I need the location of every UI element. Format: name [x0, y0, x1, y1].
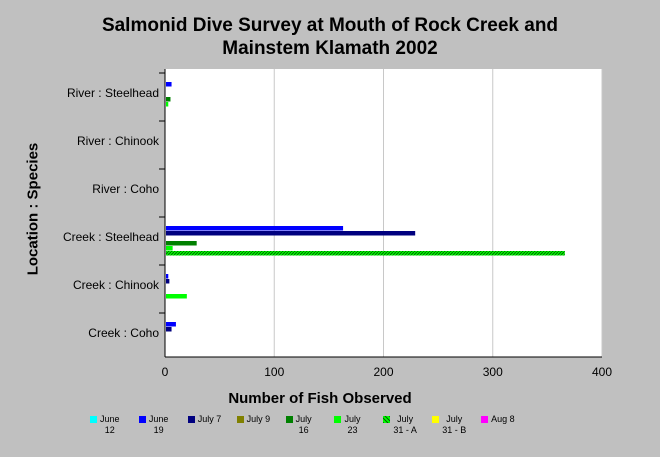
- bar: [166, 102, 169, 107]
- bar: [166, 241, 197, 246]
- legend-item: Aug 8: [481, 414, 530, 436]
- y-tick-label: River : Coho: [92, 182, 159, 196]
- legend-item: June 19: [138, 414, 188, 436]
- y-tick-label: Creek : Coho: [88, 326, 159, 340]
- x-tick-label: 400: [592, 365, 612, 379]
- x-axis-label: Number of Fish Observed: [228, 390, 412, 407]
- legend-swatch: [90, 416, 97, 423]
- legend-item: July 31 - B: [432, 414, 481, 436]
- bar: [166, 274, 169, 279]
- chart-legend: June 12 June 19 July 7 July 9 July 16 July 23…: [90, 414, 530, 436]
- bar: [166, 294, 187, 299]
- bar: [166, 246, 173, 251]
- y-tick-label: River : Chinook: [77, 134, 160, 148]
- chart-title: Salmonid Dive Survey at Mouth of Rock Cr…: [0, 14, 660, 60]
- legend-label: June 19: [148, 414, 169, 435]
- legend-label: July 16: [295, 414, 312, 435]
- legend-label: June 12: [100, 414, 120, 435]
- legend-swatch: [236, 416, 244, 423]
- x-tick-label: 100: [264, 365, 284, 379]
- legend-swatch: [138, 416, 146, 423]
- bar: [166, 279, 170, 284]
- legend-label: July 31 - A: [393, 414, 417, 435]
- x-tick-label: 300: [483, 365, 503, 379]
- bar: [166, 82, 172, 87]
- legend-item: July 31 - A: [383, 414, 432, 436]
- y-tick-label: River : Steelhead: [67, 86, 159, 100]
- legend-label: July 9: [246, 414, 271, 424]
- bar: [166, 327, 172, 332]
- y-tick-label: Creek : Steelhead: [63, 230, 159, 244]
- x-tick-label: 200: [373, 365, 393, 379]
- legend-label: July 23: [344, 414, 361, 435]
- bar: [166, 251, 565, 256]
- legend-swatch: [432, 416, 440, 423]
- legend-item: July 23: [334, 414, 383, 436]
- legend-swatch: [481, 416, 489, 423]
- legend-swatch: [383, 416, 391, 423]
- x-tick-label: 0: [162, 365, 169, 379]
- title-line-2: Mainstem Klamath 2002: [222, 38, 438, 59]
- legend-item: June 12: [90, 414, 139, 436]
- bar: [166, 231, 416, 236]
- bar: [166, 226, 344, 231]
- legend-item: July 9: [236, 414, 286, 436]
- bar: [166, 322, 176, 327]
- legend-label: July 31 - B: [442, 414, 467, 435]
- legend-item: July 7: [187, 414, 237, 436]
- legend-swatch: [334, 416, 342, 423]
- legend-label: Aug 8: [491, 414, 515, 424]
- legend-item: July 16: [285, 414, 335, 436]
- legend-swatch: [187, 416, 195, 423]
- bar: [166, 97, 171, 102]
- y-tick-label: Creek : Chinook: [73, 278, 160, 292]
- legend-label: July 7: [197, 414, 222, 424]
- legend-swatch: [285, 416, 293, 423]
- title-line-1: Salmonid Dive Survey at Mouth of Rock Cr…: [101, 15, 559, 36]
